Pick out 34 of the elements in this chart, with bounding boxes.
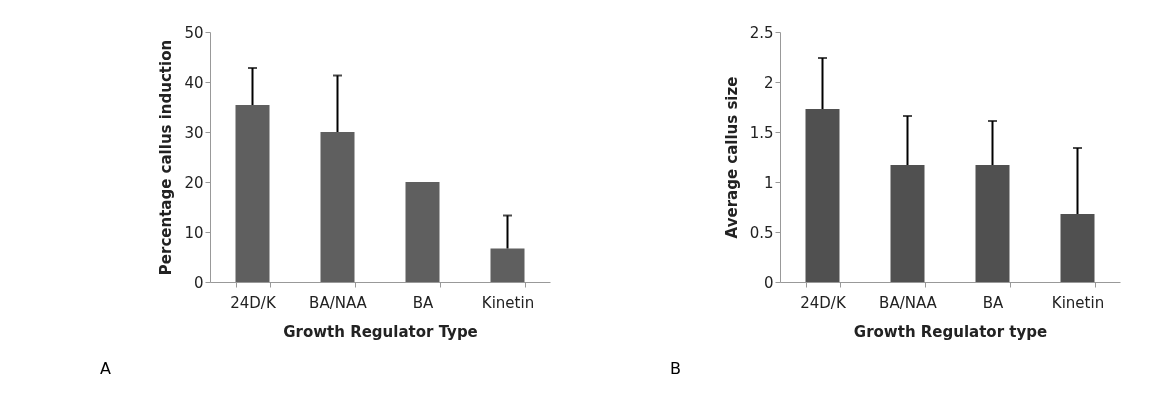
y-tick-label: 30 bbox=[184, 123, 204, 142]
x-tick-label: Kinetin bbox=[481, 293, 535, 312]
x-tick-label: BA bbox=[982, 293, 1005, 312]
x-tick-label: 24D/K bbox=[230, 293, 277, 312]
y-axis-title: Average callus size bbox=[722, 76, 741, 239]
y-axis-title: Percentage callus induction bbox=[157, 39, 176, 276]
y-tick-label: 2.5 bbox=[749, 23, 774, 42]
x-axis-title: Growth Regulator type bbox=[853, 322, 1048, 341]
y-tick-label: 1 bbox=[763, 173, 774, 192]
text: A bbox=[100, 359, 111, 378]
bar bbox=[1060, 214, 1095, 282]
bar bbox=[490, 248, 525, 282]
y-tick-label: 1.5 bbox=[749, 123, 774, 142]
x-axis-title: Growth Regulator Type bbox=[283, 322, 478, 341]
y-tick-label: 0 bbox=[763, 273, 774, 292]
bar bbox=[805, 109, 840, 282]
bar bbox=[975, 165, 1010, 282]
y-tick-label: 0 bbox=[193, 273, 204, 292]
x-tick-label: BA bbox=[412, 293, 435, 312]
y-tick-label: 50 bbox=[184, 23, 204, 42]
x-tick-label: Kinetin bbox=[1051, 293, 1105, 312]
y-tick-label: 10 bbox=[184, 223, 204, 242]
bar bbox=[235, 105, 270, 282]
y-tick-label: 20 bbox=[184, 173, 204, 192]
x-tick-label: BA/NAA bbox=[879, 293, 938, 312]
y-tick-label: 2 bbox=[763, 73, 774, 92]
x-tick-label: 24D/K bbox=[800, 293, 847, 312]
bar bbox=[890, 165, 925, 282]
text: B bbox=[670, 359, 681, 378]
bar bbox=[405, 182, 440, 282]
y-tick-label: 0.5 bbox=[749, 223, 774, 242]
bar bbox=[320, 132, 355, 282]
x-tick-label: BA/NAA bbox=[309, 293, 368, 312]
y-tick-label: 40 bbox=[184, 73, 204, 92]
